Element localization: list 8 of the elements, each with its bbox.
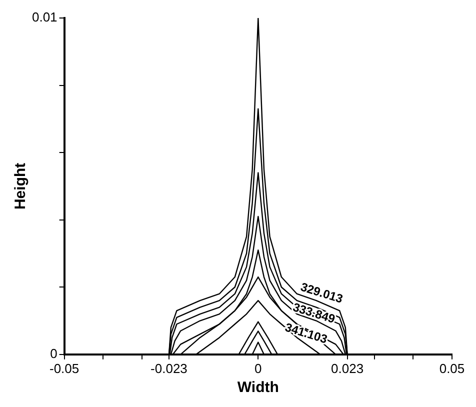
y-tick-label: 0.01 bbox=[32, 10, 58, 25]
y-axis-title: Height bbox=[12, 162, 30, 210]
x-tick-label: 0.023 bbox=[331, 360, 364, 376]
x-tick-label: 0.05 bbox=[439, 360, 465, 376]
x-tick-label: -0.05 bbox=[49, 360, 80, 376]
x-axis-title: Width bbox=[237, 379, 279, 396]
x-tick-label: -0.023 bbox=[150, 360, 188, 376]
x-tick-label: 0 bbox=[254, 360, 262, 376]
